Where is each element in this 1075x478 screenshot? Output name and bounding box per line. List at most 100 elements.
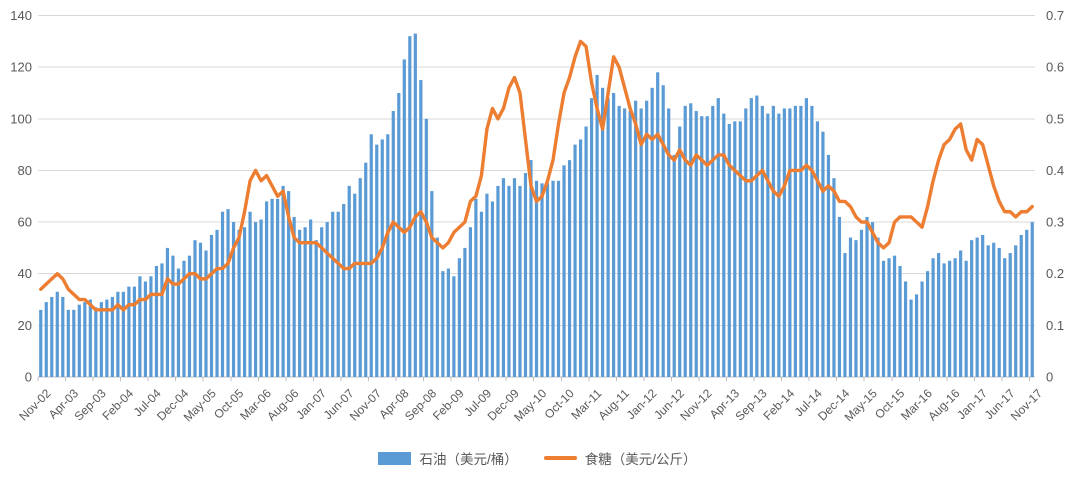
oil-bar xyxy=(634,100,638,378)
oil-bar xyxy=(529,160,533,377)
right-axis-tick-label: 0 xyxy=(1046,370,1053,385)
oil-bar xyxy=(110,296,114,377)
oil-bar xyxy=(914,294,919,377)
oil-bar xyxy=(799,105,803,378)
oil-bar xyxy=(237,229,241,377)
oil-bar xyxy=(413,33,417,377)
oil-bar xyxy=(876,237,880,377)
oil-bar xyxy=(1025,229,1029,377)
oil-bar xyxy=(375,144,379,377)
oil-bar xyxy=(397,92,401,378)
oil-bar xyxy=(61,296,65,377)
oil-series-swatch xyxy=(378,451,412,465)
oil-bar xyxy=(573,144,577,377)
oil-bar xyxy=(584,126,588,377)
left-axis-tick-label: 20 xyxy=(18,318,32,333)
oil-bar xyxy=(143,281,148,377)
oil-bar xyxy=(953,258,957,377)
oil-bar xyxy=(253,222,258,377)
oil-bar xyxy=(320,227,324,377)
oil-bar xyxy=(562,165,566,377)
right-axis-tick-label: 0.5 xyxy=(1046,111,1064,126)
oil-bar xyxy=(435,237,439,377)
oil-bar xyxy=(72,309,76,377)
oil-bar xyxy=(408,36,412,377)
sugar-series-label: 食糖（美元/公斤） xyxy=(584,452,697,467)
oil-bar xyxy=(165,247,170,377)
oil-bar xyxy=(1008,253,1012,377)
oil-bar xyxy=(386,134,390,377)
oil-bar xyxy=(733,121,737,378)
oil-bar xyxy=(804,98,809,377)
oil-bar xyxy=(837,216,842,377)
oil-bar xyxy=(771,105,775,378)
oil-bar xyxy=(997,247,1001,377)
x-axis-label: Nov-07 xyxy=(347,386,384,423)
oil-bar xyxy=(1014,245,1018,377)
oil-bar xyxy=(744,108,748,378)
oil-bar xyxy=(204,250,208,377)
x-axis-label: Feb-09 xyxy=(430,386,467,423)
oil-bar xyxy=(248,211,252,377)
oil-bar xyxy=(545,183,550,377)
oil-bar xyxy=(815,121,820,378)
oil-bar xyxy=(187,255,192,377)
oil-bar xyxy=(711,105,715,378)
oil-bar xyxy=(512,178,517,377)
left-axis-tick-label: 100 xyxy=(10,111,32,126)
oil-bar xyxy=(992,242,996,377)
oil-bar xyxy=(782,108,786,378)
oil-bar xyxy=(391,111,395,377)
oil-bar xyxy=(788,108,792,378)
oil-bar xyxy=(777,113,781,378)
oil-bar xyxy=(793,105,797,378)
oil-bar xyxy=(336,211,340,377)
oil-bar xyxy=(595,74,599,377)
oil-bar xyxy=(903,281,908,377)
oil-bar xyxy=(463,247,467,377)
right-axis-tick-label: 0.2 xyxy=(1046,266,1064,281)
oil-bar xyxy=(77,304,81,377)
oil-bar xyxy=(66,309,70,377)
oil-bar xyxy=(353,193,357,377)
oil-bar xyxy=(457,258,461,377)
oil-bar xyxy=(138,276,142,377)
left-axis-tick-label: 80 xyxy=(18,163,32,178)
oil-bar xyxy=(220,211,225,377)
oil-bar xyxy=(689,103,693,377)
oil-bar xyxy=(209,234,214,377)
oil-bar xyxy=(523,173,528,377)
oil-bar xyxy=(55,291,59,377)
oil-bar xyxy=(1019,234,1023,377)
oil-bar xyxy=(623,108,627,378)
oil-bar xyxy=(601,87,605,378)
oil-bar xyxy=(826,154,831,377)
oil-bar xyxy=(358,178,362,377)
oil-bar xyxy=(766,113,770,378)
oil-bar xyxy=(430,191,434,377)
oil-bar xyxy=(727,123,731,377)
oil-bar xyxy=(705,116,709,377)
oil-bar xyxy=(606,98,610,377)
right-axis-tick-label: 0.1 xyxy=(1046,318,1064,333)
oil-bar xyxy=(683,105,687,378)
legend-item-sugar: 食糖（美元/公斤） xyxy=(543,448,697,468)
oil-bar xyxy=(160,263,164,377)
oil-bar xyxy=(342,204,346,377)
oil-bar xyxy=(242,227,247,377)
oil-bar xyxy=(859,229,864,377)
oil-bar xyxy=(870,222,875,377)
oil-bar xyxy=(716,98,720,377)
oil-bar xyxy=(325,222,329,377)
oil-bar xyxy=(468,227,472,377)
oil-bar xyxy=(281,185,285,377)
oil-bar xyxy=(474,198,478,377)
oil-bar xyxy=(171,255,175,377)
oil-bar xyxy=(127,286,131,378)
oil-bar xyxy=(364,162,368,377)
legend-item-oil: 石油（美元/桶） xyxy=(378,448,518,468)
oil-bar xyxy=(1003,258,1007,377)
oil-bar xyxy=(898,265,902,377)
oil-bar xyxy=(892,255,897,377)
